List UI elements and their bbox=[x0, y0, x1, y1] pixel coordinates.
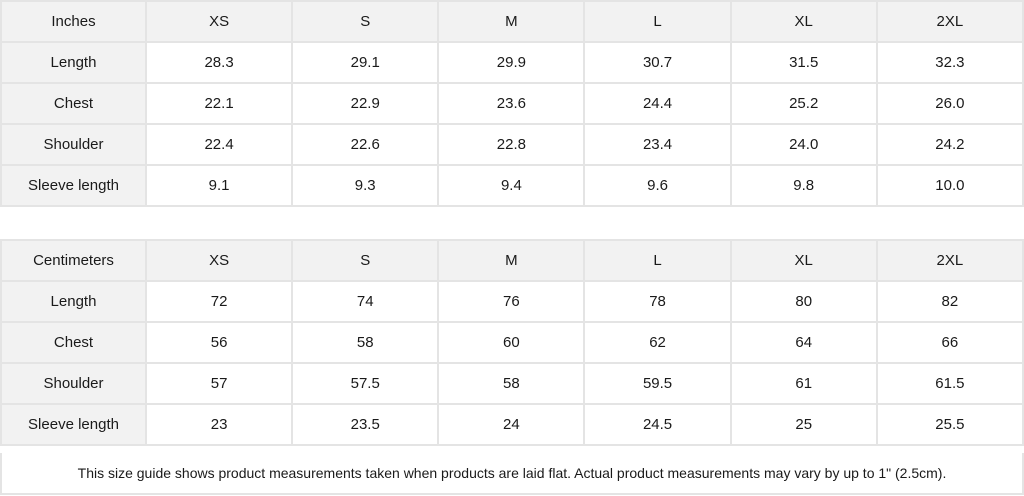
measurement-value: 22.9 bbox=[291, 82, 440, 125]
table-row: Chest 22.1 22.9 23.6 24.4 25.2 26.0 bbox=[0, 82, 1024, 125]
measurement-value: 22.6 bbox=[291, 123, 440, 166]
size-header: L bbox=[583, 0, 732, 43]
measurement-value: 59.5 bbox=[583, 362, 732, 405]
inches-size-table: Inches XS S M L XL 2XL Length 28.3 29.1 29.9 30.7 31… bbox=[0, 0, 1024, 207]
table-row: Length 72 74 76 78 80 82 bbox=[0, 280, 1024, 323]
size-header: XS bbox=[144, 0, 294, 43]
measurement-value: 61 bbox=[729, 362, 878, 405]
measurement-value: 9.3 bbox=[291, 164, 440, 207]
size-header: 2XL bbox=[875, 0, 1024, 43]
measurement-value: 56 bbox=[144, 321, 294, 364]
measurement-value: 10.0 bbox=[875, 164, 1024, 207]
measurement-value: 23.5 bbox=[291, 403, 440, 446]
size-header: XL bbox=[729, 239, 878, 282]
measurement-value: 22.8 bbox=[437, 123, 586, 166]
measurement-value: 78 bbox=[583, 280, 732, 323]
size-header: L bbox=[583, 239, 732, 282]
size-header: XL bbox=[729, 0, 878, 43]
measurement-value: 32.3 bbox=[875, 41, 1024, 84]
measurement-label: Length bbox=[0, 280, 147, 323]
measurement-value: 31.5 bbox=[729, 41, 878, 84]
measurement-value: 60 bbox=[437, 321, 586, 364]
measurement-value: 58 bbox=[437, 362, 586, 405]
size-header: 2XL bbox=[875, 239, 1024, 282]
centimeters-size-table: Centimeters XS S M L XL 2XL Length 72 74 76 78 80 82 C… bbox=[0, 239, 1024, 446]
measurement-value: 9.6 bbox=[583, 164, 732, 207]
measurement-value: 9.8 bbox=[729, 164, 878, 207]
measurement-value: 76 bbox=[437, 280, 586, 323]
table-row: Chest 56 58 60 62 64 66 bbox=[0, 321, 1024, 364]
table-row: Length 28.3 29.1 29.9 30.7 31.5 32.3 bbox=[0, 41, 1024, 84]
measurement-value: 80 bbox=[729, 280, 878, 323]
measurement-label: Shoulder bbox=[0, 362, 147, 405]
measurement-label: Sleeve length bbox=[0, 164, 147, 207]
measurement-value: 9.1 bbox=[144, 164, 294, 207]
measurement-value: 9.4 bbox=[437, 164, 586, 207]
size-header: M bbox=[437, 239, 586, 282]
unit-header: Inches bbox=[0, 0, 147, 43]
measurement-value: 22.4 bbox=[144, 123, 294, 166]
measurement-value: 23 bbox=[144, 403, 294, 446]
measurement-value: 29.1 bbox=[291, 41, 440, 84]
measurement-value: 64 bbox=[729, 321, 878, 364]
measurement-value: 24.2 bbox=[875, 123, 1024, 166]
measurement-value: 57.5 bbox=[291, 362, 440, 405]
measurement-label: Shoulder bbox=[0, 123, 147, 166]
measurement-value: 24 bbox=[437, 403, 586, 446]
measurement-value: 22.1 bbox=[144, 82, 294, 125]
measurement-value: 28.3 bbox=[144, 41, 294, 84]
measurement-label: Chest bbox=[0, 321, 147, 364]
measurement-label: Chest bbox=[0, 82, 147, 125]
table-header-row: Centimeters XS S M L XL 2XL bbox=[0, 239, 1024, 282]
measurement-value: 25 bbox=[729, 403, 878, 446]
measurement-value: 23.4 bbox=[583, 123, 732, 166]
measurement-value: 24.0 bbox=[729, 123, 878, 166]
measurement-value: 29.9 bbox=[437, 41, 586, 84]
table-row: Sleeve length 9.1 9.3 9.4 9.6 9.8 10.0 bbox=[0, 164, 1024, 207]
measurement-label: Sleeve length bbox=[0, 403, 147, 446]
unit-header: Centimeters bbox=[0, 239, 147, 282]
table-header-row: Inches XS S M L XL 2XL bbox=[0, 0, 1024, 43]
size-header: S bbox=[291, 0, 440, 43]
size-guide-note: This size guide shows product measuremen… bbox=[0, 453, 1024, 495]
measurement-value: 66 bbox=[875, 321, 1024, 364]
table-row: Shoulder 57 57.5 58 59.5 61 61.5 bbox=[0, 362, 1024, 405]
measurement-value: 24.4 bbox=[583, 82, 732, 125]
measurement-label: Length bbox=[0, 41, 147, 84]
size-header: XS bbox=[144, 239, 294, 282]
measurement-value: 25.2 bbox=[729, 82, 878, 125]
table-row: Shoulder 22.4 22.6 22.8 23.4 24.0 24.2 bbox=[0, 123, 1024, 166]
table-row: Sleeve length 23 23.5 24 24.5 25 25.5 bbox=[0, 403, 1024, 446]
measurement-value: 72 bbox=[144, 280, 294, 323]
measurement-value: 23.6 bbox=[437, 82, 586, 125]
measurement-value: 61.5 bbox=[875, 362, 1024, 405]
measurement-value: 74 bbox=[291, 280, 440, 323]
measurement-value: 82 bbox=[875, 280, 1024, 323]
size-header: S bbox=[291, 239, 440, 282]
measurement-value: 26.0 bbox=[875, 82, 1024, 125]
measurement-value: 24.5 bbox=[583, 403, 732, 446]
measurement-value: 57 bbox=[144, 362, 294, 405]
size-header: M bbox=[437, 0, 586, 43]
measurement-value: 25.5 bbox=[875, 403, 1024, 446]
measurement-value: 30.7 bbox=[583, 41, 732, 84]
measurement-value: 58 bbox=[291, 321, 440, 364]
measurement-value: 62 bbox=[583, 321, 732, 364]
